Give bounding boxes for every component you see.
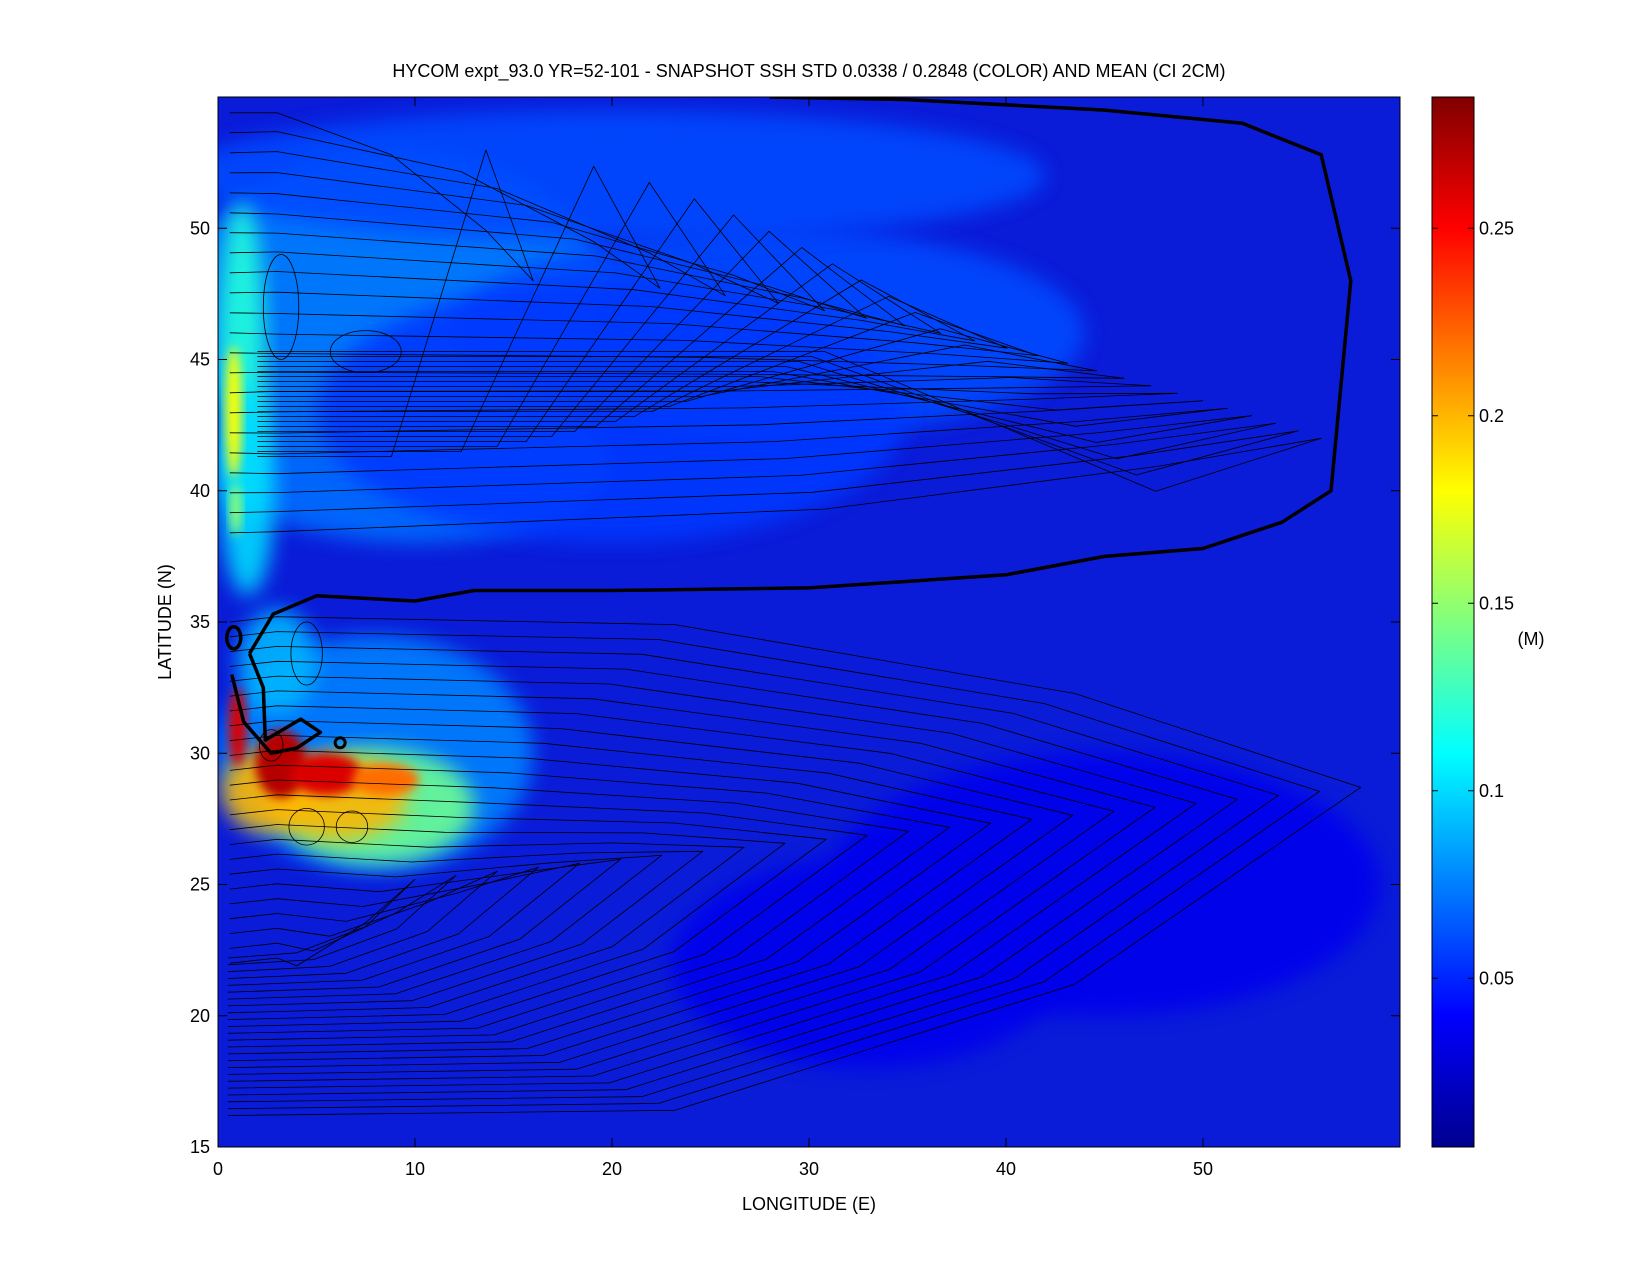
colorbar: 0.05 0.1 0.15 0.2 0.25 (M) xyxy=(1431,96,1545,1148)
y-tick-label: 40 xyxy=(190,481,210,501)
eddy-contour xyxy=(329,330,402,374)
chart-title: HYCOM expt_93.0 YR=52-101 - SNAPSHOT SSH… xyxy=(392,61,1225,82)
std-patch xyxy=(671,858,1066,1069)
contour-line xyxy=(229,361,1276,494)
y-tick-label: 20 xyxy=(190,1006,210,1026)
contour-line xyxy=(229,366,1252,475)
contour-line xyxy=(227,870,498,973)
colorbar-gradient xyxy=(1431,96,1475,1148)
contour-line xyxy=(227,809,827,1027)
x-tick-label: 50 xyxy=(1193,1159,1213,1179)
std-field-patches xyxy=(218,110,1381,1069)
contour-line xyxy=(227,794,868,1034)
x-tick-label: 0 xyxy=(213,1159,223,1179)
x-axis: 0 10 20 30 40 50 xyxy=(213,97,1213,1179)
contour-line xyxy=(227,631,1320,1110)
zero-contour-path xyxy=(248,97,1353,655)
colorbar-tick-label: 0.15 xyxy=(1479,593,1514,613)
colorbar-tick-label: 0.25 xyxy=(1479,218,1514,238)
x-tick-label: 40 xyxy=(996,1159,1016,1179)
contour-line xyxy=(227,705,1115,1075)
contour-line xyxy=(227,858,621,993)
y-tick-label: 45 xyxy=(190,350,210,370)
contour-line xyxy=(229,356,1299,514)
colorbar-unit-label: (M) xyxy=(1518,629,1545,649)
std-hotspot xyxy=(229,482,242,536)
contour-line xyxy=(227,878,416,967)
contour-line xyxy=(229,291,1008,412)
contour-line xyxy=(229,381,1178,414)
zero-contour xyxy=(225,97,1353,756)
contour-line xyxy=(229,360,1125,392)
x-tick-label: 30 xyxy=(799,1159,819,1179)
std-hotspot xyxy=(290,753,362,796)
eddy-contour xyxy=(262,254,300,360)
mean-ssh-contours xyxy=(227,112,1361,1116)
std-hotspot xyxy=(225,346,242,478)
eddy-contour xyxy=(335,810,369,843)
zero-contour-hook xyxy=(230,652,323,756)
contour-line xyxy=(227,735,1033,1062)
contour-line xyxy=(227,874,457,966)
contour-line xyxy=(229,371,1228,455)
contour-line xyxy=(227,838,745,1014)
contour-line xyxy=(227,764,950,1048)
contour-line xyxy=(227,660,1238,1096)
eddy-contour xyxy=(288,807,325,846)
colorbar-tick-label: 0.2 xyxy=(1479,406,1504,426)
contour-line xyxy=(227,779,909,1041)
std-hotspot xyxy=(351,763,419,796)
contour-line xyxy=(227,749,991,1055)
x-axis-label: LONGITUDE (E) xyxy=(742,1194,876,1214)
contour-line xyxy=(227,616,1361,1116)
y-tick-label: 50 xyxy=(190,218,210,238)
zero-contour-ring xyxy=(333,736,347,750)
eddy-contour xyxy=(290,621,323,686)
contour-line xyxy=(229,351,1322,534)
contour-line xyxy=(227,866,539,979)
colorbar-tick-label: 0.05 xyxy=(1479,968,1514,988)
x-tick-label: 20 xyxy=(602,1159,622,1179)
std-patch xyxy=(218,110,1046,242)
y-tick-label: 30 xyxy=(190,743,210,763)
contour-line xyxy=(229,328,1069,402)
contour-line xyxy=(227,862,580,986)
contour-line xyxy=(229,376,1203,434)
eddy-contour xyxy=(258,729,284,762)
colorbar-ticks: 0.05 0.1 0.15 0.2 0.25 xyxy=(1432,218,1514,988)
y-axis-label: LATITUDE (N) xyxy=(155,564,175,680)
contour-line xyxy=(227,720,1074,1068)
contour-line xyxy=(227,854,663,1000)
contour-line xyxy=(227,850,704,1007)
contour-line xyxy=(229,271,976,417)
contour-line xyxy=(229,172,779,442)
colorbar-tick-label: 0.1 xyxy=(1479,781,1504,801)
contour-line xyxy=(229,344,1097,397)
y-tick-label: 15 xyxy=(190,1137,210,1157)
contour-line xyxy=(229,377,1152,394)
contour-line xyxy=(227,675,1197,1089)
x-tick-label: 10 xyxy=(405,1159,425,1179)
y-tick-label: 35 xyxy=(190,612,210,632)
std-hotspot xyxy=(228,687,247,767)
contour-line xyxy=(227,646,1279,1103)
contour-line xyxy=(227,824,786,1020)
plot-area xyxy=(218,97,1400,1147)
y-axis: 15 20 25 30 35 40 45 50 xyxy=(190,218,1400,1157)
y-tick-label: 25 xyxy=(190,875,210,895)
contour-line xyxy=(227,690,1156,1082)
contour-line xyxy=(229,112,534,457)
contour-line xyxy=(229,131,661,452)
contour-line xyxy=(229,251,942,422)
zero-contour-ring xyxy=(225,625,243,651)
